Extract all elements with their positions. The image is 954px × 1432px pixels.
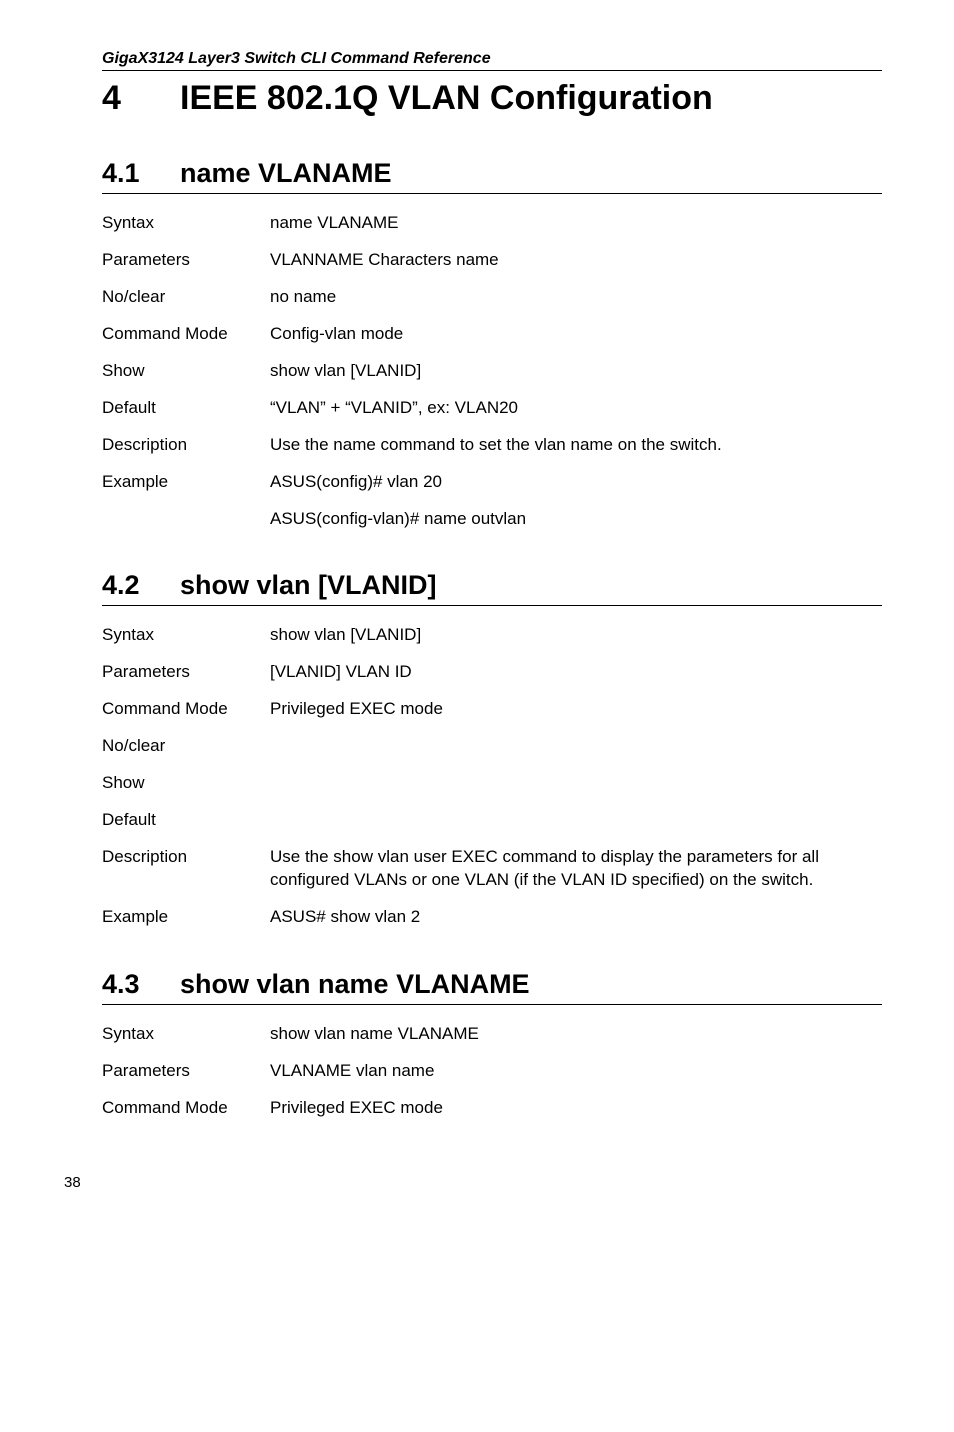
field-label: Command Mode bbox=[102, 698, 270, 721]
field-value: show vlan [VLANID] bbox=[270, 360, 882, 383]
field-row: DescriptionUse the show vlan user EXEC c… bbox=[102, 846, 882, 892]
field-row: Show bbox=[102, 772, 882, 795]
field-row: Command ModePrivileged EXEC mode bbox=[102, 1097, 882, 1120]
field-value: show vlan name VLANAME bbox=[270, 1023, 882, 1046]
field-row: No/clear bbox=[102, 735, 882, 758]
field-value: “VLAN” + “VLANID”, ex: VLAN20 bbox=[270, 397, 882, 420]
field-label: Example bbox=[102, 471, 270, 494]
section-title: 4.2show vlan [VLANID] bbox=[102, 570, 882, 601]
field-label: Command Mode bbox=[102, 323, 270, 346]
section-number: 4.2 bbox=[102, 570, 180, 601]
field-row: ASUS(config-vlan)# name outvlan bbox=[102, 508, 882, 531]
section-number: 4.3 bbox=[102, 969, 180, 1000]
section-title-text: name VLANAME bbox=[180, 158, 392, 189]
field-value: VLANAME vlan name bbox=[270, 1060, 882, 1083]
section-title-text: show vlan name VLANAME bbox=[180, 969, 530, 1000]
section-rule bbox=[102, 1004, 882, 1005]
field-value: ASUS# show vlan 2 bbox=[270, 906, 882, 929]
field-row: Syntaxshow vlan name VLANAME bbox=[102, 1023, 882, 1046]
field-label: Default bbox=[102, 397, 270, 420]
field-row: Default bbox=[102, 809, 882, 832]
field-row: Parameters[VLANID] VLAN ID bbox=[102, 661, 882, 684]
field-label bbox=[102, 508, 270, 531]
field-value: Config-vlan mode bbox=[270, 323, 882, 346]
field-value bbox=[270, 809, 882, 832]
field-row: Default“VLAN” + “VLANID”, ex: VLAN20 bbox=[102, 397, 882, 420]
field-label: Syntax bbox=[102, 212, 270, 235]
page-number: 38 bbox=[64, 1174, 882, 1191]
field-row: ParametersVLANNAME Characters name bbox=[102, 249, 882, 272]
field-value: ASUS(config)# vlan 20 bbox=[270, 471, 882, 494]
field-value: Privileged EXEC mode bbox=[270, 1097, 882, 1120]
header-rule bbox=[102, 70, 882, 71]
field-label: No/clear bbox=[102, 286, 270, 309]
field-value: VLANNAME Characters name bbox=[270, 249, 882, 272]
section-rule bbox=[102, 193, 882, 194]
field-row: Syntaxname VLANAME bbox=[102, 212, 882, 235]
field-value: Use the show vlan user EXEC command to d… bbox=[270, 846, 882, 892]
section-title-text: show vlan [VLANID] bbox=[180, 570, 437, 601]
chapter-number: 4 bbox=[102, 79, 180, 118]
section-title: 4.3show vlan name VLANAME bbox=[102, 969, 882, 1000]
field-label: Default bbox=[102, 809, 270, 832]
section-title: 4.1name VLANAME bbox=[102, 158, 882, 189]
field-label: Parameters bbox=[102, 1060, 270, 1083]
field-row: No/clearno name bbox=[102, 286, 882, 309]
field-value: ASUS(config-vlan)# name outvlan bbox=[270, 508, 882, 531]
chapter-title: 4 IEEE 802.1Q VLAN Configuration bbox=[102, 79, 882, 118]
section-rule bbox=[102, 605, 882, 606]
field-value: no name bbox=[270, 286, 882, 309]
field-row: Syntaxshow vlan [VLANID] bbox=[102, 624, 882, 647]
running-header: GigaX3124 Layer3 Switch CLI Command Refe… bbox=[102, 50, 882, 68]
field-value: show vlan [VLANID] bbox=[270, 624, 882, 647]
field-value bbox=[270, 735, 882, 758]
section-number: 4.1 bbox=[102, 158, 180, 189]
field-label: Syntax bbox=[102, 1023, 270, 1046]
field-label: Example bbox=[102, 906, 270, 929]
field-row: Command ModeConfig-vlan mode bbox=[102, 323, 882, 346]
section-gap bbox=[102, 544, 882, 570]
section-gap bbox=[102, 943, 882, 969]
field-row: ParametersVLANAME vlan name bbox=[102, 1060, 882, 1083]
field-label: Parameters bbox=[102, 661, 270, 684]
field-label: Show bbox=[102, 772, 270, 795]
field-label: No/clear bbox=[102, 735, 270, 758]
field-label: Parameters bbox=[102, 249, 270, 272]
field-label: Show bbox=[102, 360, 270, 383]
field-value: Use the name command to set the vlan nam… bbox=[270, 434, 882, 457]
field-row: ExampleASUS(config)# vlan 20 bbox=[102, 471, 882, 494]
field-label: Syntax bbox=[102, 624, 270, 647]
chapter-title-text: IEEE 802.1Q VLAN Configuration bbox=[180, 79, 713, 118]
field-value bbox=[270, 772, 882, 795]
field-value: [VLANID] VLAN ID bbox=[270, 661, 882, 684]
field-row: ExampleASUS# show vlan 2 bbox=[102, 906, 882, 929]
field-row: DescriptionUse the name command to set t… bbox=[102, 434, 882, 457]
field-row: Command ModePrivileged EXEC mode bbox=[102, 698, 882, 721]
field-label: Description bbox=[102, 846, 270, 892]
field-value: name VLANAME bbox=[270, 212, 882, 235]
field-value: Privileged EXEC mode bbox=[270, 698, 882, 721]
field-label: Command Mode bbox=[102, 1097, 270, 1120]
field-row: Showshow vlan [VLANID] bbox=[102, 360, 882, 383]
field-label: Description bbox=[102, 434, 270, 457]
